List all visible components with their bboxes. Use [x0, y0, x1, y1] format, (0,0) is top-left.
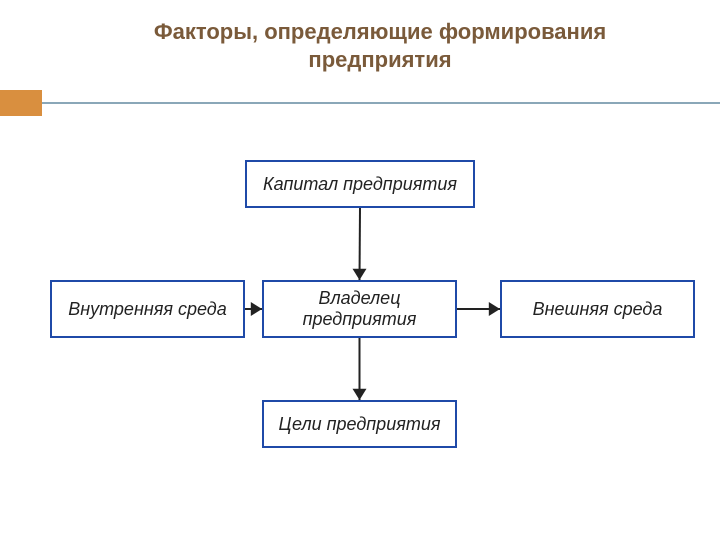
node-internal: Внутренняя среда	[50, 280, 245, 338]
node-goals: Цели предприятия	[262, 400, 457, 448]
node-external: Внешняя среда	[500, 280, 695, 338]
node-owner: Владелец предприятия	[262, 280, 457, 338]
accent-block	[0, 90, 42, 116]
node-label: Владелец предприятия	[272, 288, 447, 330]
node-capital: Капитал предприятия	[245, 160, 475, 208]
page-title: Факторы, определяющие формирования предп…	[80, 18, 680, 73]
node-label: Капитал предприятия	[263, 174, 457, 195]
node-label: Цели предприятия	[279, 414, 441, 435]
diagram-canvas: Капитал предприятия Внутренняя среда Вла…	[0, 130, 720, 510]
node-label: Внутренняя среда	[68, 299, 227, 320]
header-rule	[42, 102, 720, 104]
node-label: Внешняя среда	[533, 299, 663, 320]
